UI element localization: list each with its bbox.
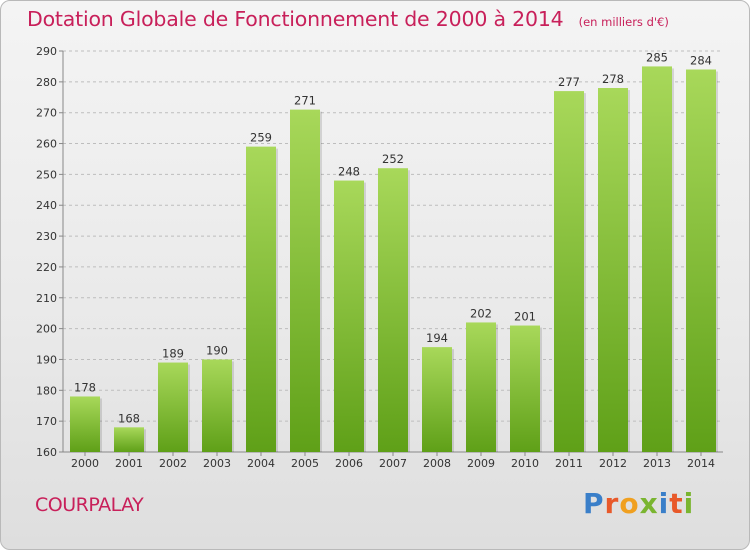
y-tick-label: 190 [36, 353, 57, 366]
logo-letter: o [619, 487, 640, 520]
value-label: 189 [162, 347, 184, 361]
value-label: 194 [426, 331, 448, 345]
y-tick-label: 260 [36, 138, 57, 151]
value-label: 190 [206, 343, 228, 357]
y-tick-label: 170 [36, 415, 57, 428]
x-tick-label: 2012 [599, 457, 627, 470]
logo-letter: i [658, 487, 670, 520]
x-tick-label: 2001 [115, 457, 143, 470]
x-tick-label: 2003 [203, 457, 231, 470]
bar [246, 146, 276, 452]
logo-letter: i [683, 487, 695, 520]
value-label: 284 [690, 54, 712, 68]
x-tick-label: 2010 [511, 457, 539, 470]
bar [466, 322, 496, 452]
y-tick-label: 270 [36, 107, 57, 120]
chart-title: Dotation Globale de Fonctionnement de 20… [27, 7, 669, 31]
bar [554, 91, 584, 452]
x-tick-label: 2013 [643, 457, 671, 470]
y-tick-label: 280 [36, 76, 57, 89]
value-label: 285 [646, 50, 668, 64]
logo-letter: P [583, 487, 605, 520]
y-tick-label: 210 [36, 292, 57, 305]
y-tick-label: 160 [36, 446, 57, 459]
x-tick-label: 2006 [335, 457, 363, 470]
x-tick-label: 2007 [379, 457, 407, 470]
axis-layer: 160 170 180 190 200 210 220 230 240 250 260 270 280 2… [36, 45, 723, 470]
logo-letter: t [669, 487, 684, 520]
y-tick-label: 230 [36, 230, 57, 243]
chart-title-unit: (en milliers d'€) [578, 15, 669, 29]
y-tick-label: 240 [36, 199, 57, 212]
x-tick-label: 2008 [423, 457, 451, 470]
value-label: 201 [514, 310, 536, 324]
value-label: 277 [558, 75, 580, 89]
value-label: 202 [470, 306, 492, 320]
value-label: 278 [602, 72, 624, 86]
bar [598, 88, 628, 452]
y-tick-label: 290 [36, 45, 57, 58]
commune-name: COURPALAY [35, 494, 144, 516]
value-label: 259 [250, 131, 272, 145]
y-tick-label: 220 [36, 261, 57, 274]
chart-title-main: Dotation Globale de Fonctionnement de 20… [27, 7, 564, 31]
x-tick-label: 2000 [71, 457, 99, 470]
bar [642, 66, 672, 452]
proxiti-logo: Proxiti [583, 487, 694, 520]
bar [70, 396, 100, 452]
bar [378, 168, 408, 452]
value-label: 252 [382, 152, 404, 166]
bar [158, 362, 188, 452]
value-label: 248 [338, 165, 360, 179]
x-tick-label: 2014 [687, 457, 715, 470]
x-tick-label: 2002 [159, 457, 187, 470]
y-tick-label: 180 [36, 384, 57, 397]
x-tick-label: 2004 [247, 457, 275, 470]
y-tick-label: 200 [36, 323, 57, 336]
value-label: 178 [74, 380, 96, 394]
value-label: 271 [294, 94, 316, 108]
logo-letter: r [604, 487, 620, 520]
y-tick-label: 250 [36, 168, 57, 181]
value-label: 168 [118, 411, 140, 425]
bar [114, 427, 144, 452]
bar [334, 180, 364, 453]
bar [422, 347, 452, 452]
label-layer: 178 168 189 190 259 271 248 252 194 202 201 277 278 2… [74, 50, 712, 425]
bar [202, 359, 232, 452]
bar-layer [70, 66, 718, 453]
bar [510, 325, 540, 452]
x-tick-label: 2005 [291, 457, 319, 470]
bar [686, 69, 716, 452]
logo-letter: x [639, 487, 659, 520]
x-tick-label: 2009 [467, 457, 495, 470]
bar [290, 109, 320, 452]
x-tick-label: 2011 [555, 457, 583, 470]
